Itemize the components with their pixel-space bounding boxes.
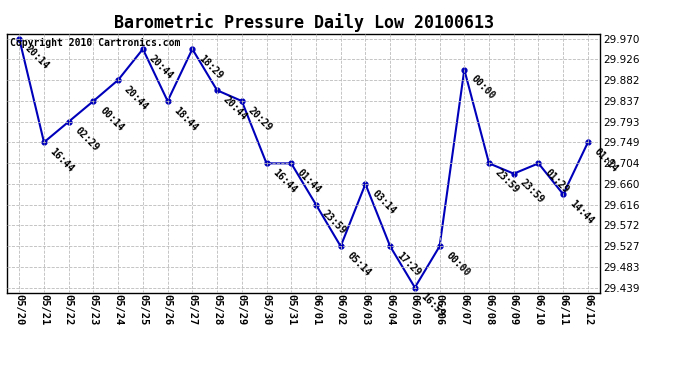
Text: 16:59: 16:59: [419, 292, 447, 320]
Text: 20:44: 20:44: [122, 84, 150, 112]
Title: Barometric Pressure Daily Low 20100613: Barometric Pressure Daily Low 20100613: [114, 13, 493, 32]
Text: 18:29: 18:29: [197, 53, 224, 81]
Text: 05:14: 05:14: [345, 251, 373, 278]
Text: 03:14: 03:14: [370, 188, 397, 216]
Text: 20:44: 20:44: [147, 53, 175, 81]
Text: 14:44: 14:44: [567, 198, 595, 226]
Text: 01:29: 01:29: [542, 168, 571, 195]
Text: 16:44: 16:44: [270, 168, 299, 195]
Text: 23:59: 23:59: [518, 178, 546, 206]
Text: 02:29: 02:29: [73, 126, 101, 154]
Text: 16:44: 16:44: [48, 147, 76, 174]
Text: 17:29: 17:29: [394, 251, 422, 278]
Text: 01:14: 01:14: [592, 147, 620, 174]
Text: 00:00: 00:00: [469, 74, 496, 102]
Text: 18:44: 18:44: [172, 105, 199, 133]
Text: 20:14: 20:14: [23, 43, 51, 71]
Text: 20:44: 20:44: [221, 94, 249, 122]
Text: 23:59: 23:59: [493, 168, 521, 195]
Text: 20:29: 20:29: [246, 105, 274, 133]
Text: 23:59: 23:59: [320, 209, 348, 237]
Text: 01:44: 01:44: [295, 168, 323, 195]
Text: 00:00: 00:00: [444, 251, 471, 278]
Text: 00:14: 00:14: [97, 105, 126, 133]
Text: Copyright 2010 Cartronics.com: Copyright 2010 Cartronics.com: [10, 38, 180, 48]
